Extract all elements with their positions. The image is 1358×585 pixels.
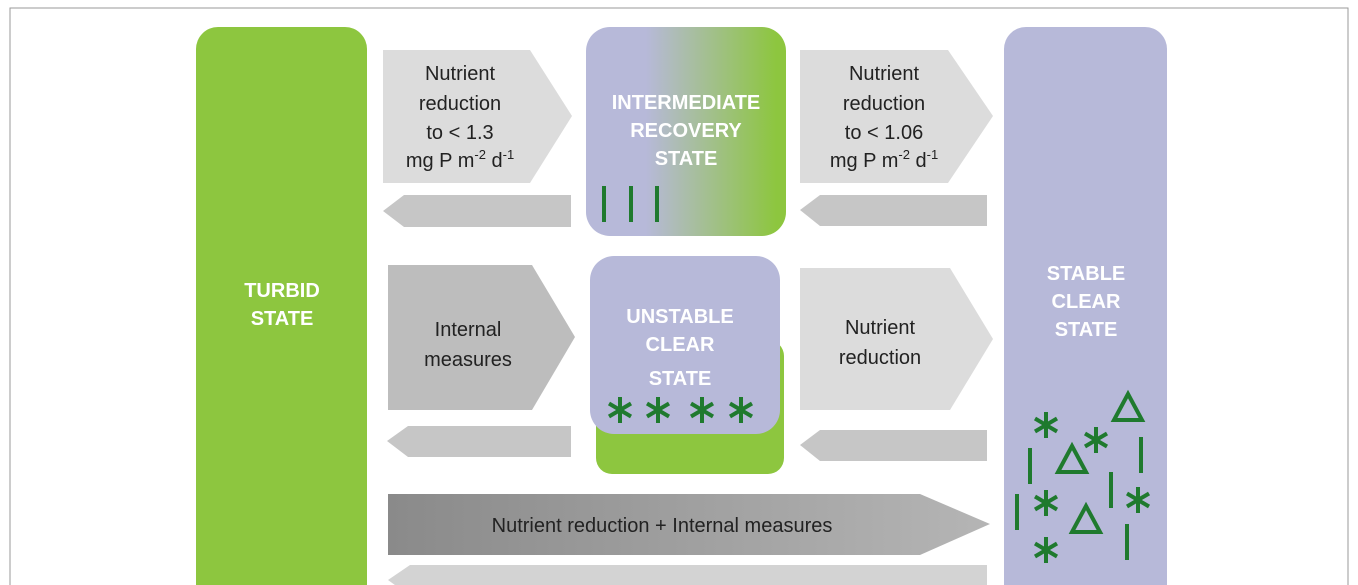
state-label: TURBID bbox=[244, 280, 320, 302]
arrow-label: Internal bbox=[435, 319, 502, 341]
arrow-label: mg P m-2 d-1 bbox=[406, 147, 514, 172]
arrow-label: reduction bbox=[843, 93, 925, 115]
arrow bbox=[800, 50, 993, 183]
unstable-box bbox=[590, 256, 780, 434]
state-label: STATE bbox=[1055, 319, 1118, 341]
back-arrow bbox=[383, 195, 571, 227]
arrow bbox=[800, 268, 993, 410]
arrow bbox=[388, 494, 990, 555]
state-label: STATE bbox=[649, 368, 712, 390]
arrow-label: Nutrient reduction + Internal measures bbox=[492, 515, 833, 537]
arrow-label: Nutrient bbox=[425, 63, 495, 85]
back-arrow bbox=[388, 565, 987, 585]
state-label: INTERMEDIATE bbox=[612, 92, 761, 114]
state-label: CLEAR bbox=[1052, 291, 1121, 313]
state-label: CLEAR bbox=[646, 334, 715, 356]
arrow-label: Nutrient bbox=[845, 317, 915, 339]
turbid-box bbox=[196, 27, 367, 585]
back-arrow bbox=[800, 195, 987, 226]
intermediate-box bbox=[586, 27, 786, 236]
arrow-label: reduction bbox=[839, 347, 921, 369]
arrow-label: Nutrient bbox=[849, 63, 919, 85]
state-label: UNSTABLE bbox=[626, 306, 733, 328]
stable-box bbox=[1004, 27, 1167, 585]
arrow-label: mg P m-2 d-1 bbox=[830, 147, 938, 172]
arrow-label: to < 1.06 bbox=[845, 122, 923, 144]
arrow-label: reduction bbox=[419, 93, 501, 115]
back-arrow bbox=[387, 426, 571, 457]
arrow bbox=[383, 50, 572, 183]
back-arrow bbox=[800, 430, 987, 461]
arrow bbox=[388, 265, 575, 410]
arrow-label: measures bbox=[424, 349, 512, 371]
state-label: STABLE bbox=[1047, 263, 1126, 285]
state-label: STATE bbox=[251, 308, 314, 330]
frame bbox=[9, 7, 1349, 585]
state-label: RECOVERY bbox=[630, 120, 742, 142]
arrow-label: to < 1.3 bbox=[426, 122, 493, 144]
state-label: STATE bbox=[655, 148, 718, 170]
